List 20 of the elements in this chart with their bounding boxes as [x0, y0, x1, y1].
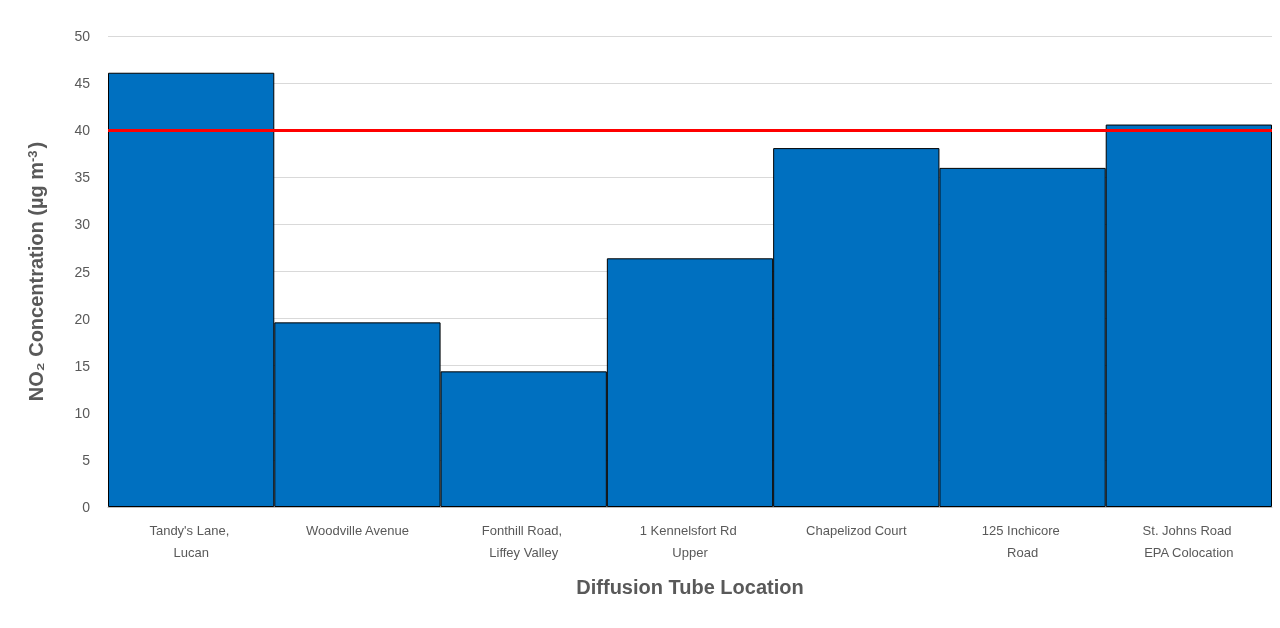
y-tick-label: 35	[74, 169, 91, 186]
x-tick-label: St. Johns Road EPA Colocation	[1142, 522, 1236, 560]
x-tick-label: Woodville Avenue	[305, 522, 409, 538]
y-axis-title: NO₂ Concentration (µg m-3)	[25, 141, 47, 402]
x-tick-label: Tandy's Lane, Lucan	[149, 522, 233, 560]
x-tick-label: Fonthill Road, Liffey Valley	[481, 522, 566, 560]
x-axis-title: Diffusion Tube Location	[576, 576, 804, 598]
y-tick-label: 0	[82, 499, 91, 515]
y-tick-label: 40	[74, 122, 91, 139]
y-tick-label: 50	[74, 28, 91, 44]
y-tick-label: 10	[74, 404, 91, 421]
y-tick-label: 30	[74, 216, 91, 233]
y-tick-label: 5	[82, 451, 91, 468]
x-tick-label: Chapelizod Court	[806, 522, 907, 538]
y-tick-label: 45	[74, 75, 91, 92]
y-tick-label: 25	[74, 263, 91, 280]
y-tick-label: 15	[74, 357, 91, 374]
x-tick-label: 125 Inchicore Road	[981, 522, 1064, 560]
x-tick-label: 1 Kennelsfort Rd Upper	[639, 522, 741, 560]
y-tick-label: 20	[74, 310, 91, 327]
